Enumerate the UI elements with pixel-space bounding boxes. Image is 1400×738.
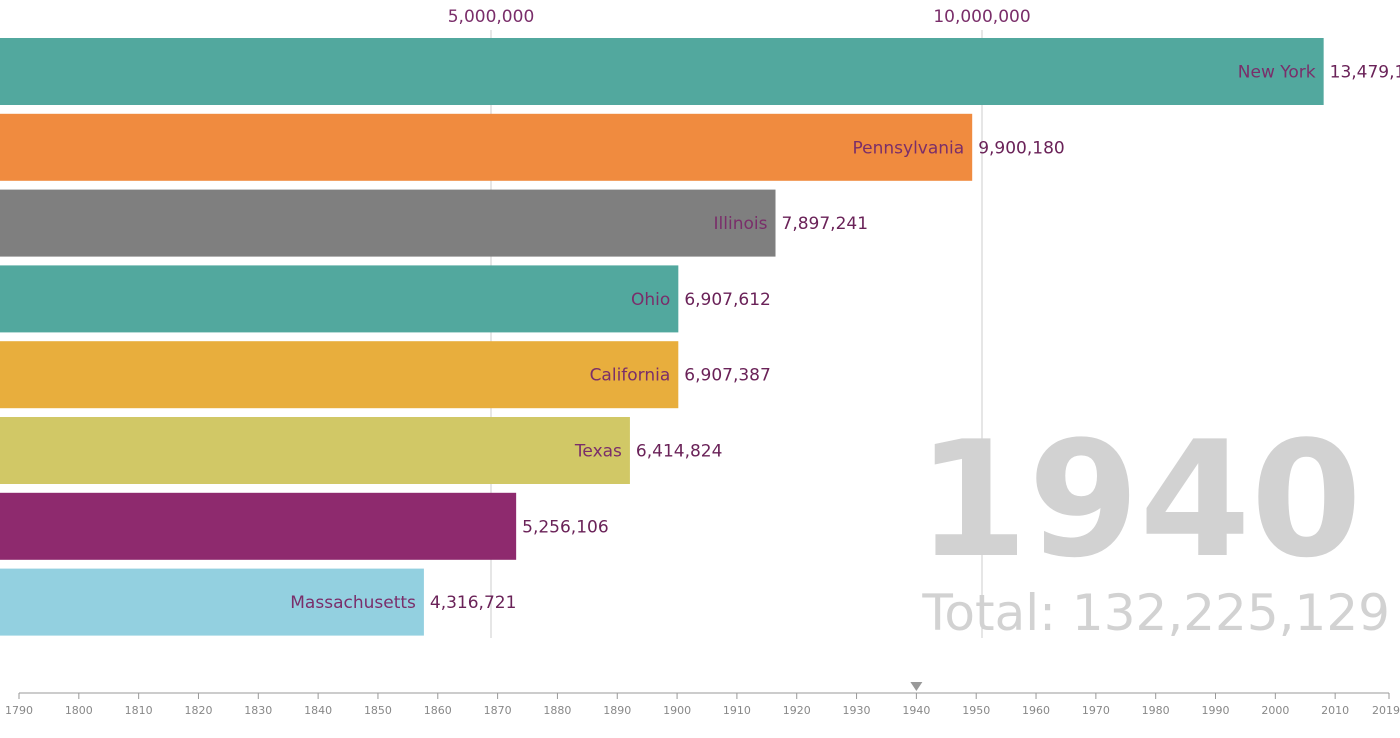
bar <box>0 38 1324 105</box>
timeline-year-label[interactable]: 1820 <box>184 704 212 717</box>
timeline-year-label[interactable]: 1870 <box>484 704 512 717</box>
timeline-year-label[interactable]: 1980 <box>1142 704 1170 717</box>
bar-category-label: Texas <box>574 442 622 462</box>
x-tick-label: 5,000,000 <box>448 7 535 27</box>
timeline-year-label[interactable]: 1880 <box>543 704 571 717</box>
bar-value-label: 6,907,612 <box>684 290 771 310</box>
timeline-year-label[interactable]: 1810 <box>125 704 153 717</box>
bar-category-label: New York <box>1238 63 1316 83</box>
timeline-year-label[interactable]: 1860 <box>424 704 452 717</box>
bar <box>0 341 679 409</box>
bar <box>0 113 973 181</box>
bar-value-label: 13,479,142 <box>1330 63 1400 83</box>
bar <box>0 189 776 257</box>
bar <box>0 417 630 484</box>
timeline-year-label[interactable]: 1910 <box>723 704 751 717</box>
timeline-year-label[interactable]: 1850 <box>364 704 392 717</box>
bar-value-label: 6,907,387 <box>684 366 771 386</box>
bar-value-label: 5,256,106 <box>522 517 609 537</box>
bar-value-label: 9,900,180 <box>978 138 1065 158</box>
timeline-year-label[interactable]: 1930 <box>843 704 871 717</box>
bar <box>0 568 424 636</box>
total-population: Total: 132,225,129 <box>921 584 1390 642</box>
timeline-year-label[interactable]: 1830 <box>244 704 272 717</box>
timeline-year-label[interactable]: 1900 <box>663 704 691 717</box>
bar-category-label: Ohio <box>631 290 670 310</box>
timeline-year-label[interactable]: 1800 <box>65 704 93 717</box>
timeline-year-label[interactable]: 2019 <box>1372 704 1400 717</box>
timeline-year-label[interactable]: 1920 <box>783 704 811 717</box>
x-axis-top: 5,000,000 10,000,000 <box>448 7 1031 27</box>
timeline[interactable]: 1790 1800 1810 1820 1830 1840 1850 1860 1870 1880… <box>5 682 1400 717</box>
timeline-year-label[interactable]: 1960 <box>1022 704 1050 717</box>
x-tick-label: 10,000,000 <box>933 7 1030 27</box>
bar <box>0 492 517 560</box>
bar-labels: New York 13,479,142 Pennsylvania 9,900,180 I… <box>290 63 1400 614</box>
bar-category-label: California <box>590 366 671 386</box>
bar-category-label: Massachusetts <box>290 593 416 613</box>
bar-value-label: 6,414,824 <box>636 442 723 462</box>
bar-category-label: Pennsylvania <box>853 138 965 158</box>
bars <box>0 38 1324 636</box>
timeline-year-label[interactable]: 1950 <box>962 704 990 717</box>
timeline-year-label[interactable]: 1990 <box>1202 704 1230 717</box>
current-year: 1940 <box>917 406 1362 593</box>
bar-value-label: 4,316,721 <box>430 593 517 613</box>
timeline-year-label[interactable]: 1940 <box>902 704 930 717</box>
bar <box>0 265 679 333</box>
timeline-year-label[interactable]: 1840 <box>304 704 332 717</box>
timeline-year-label[interactable]: 1890 <box>603 704 631 717</box>
bar-value-label: 7,897,241 <box>782 214 869 234</box>
bar-category-label: Illinois <box>714 214 768 234</box>
timeline-year-label[interactable]: 2010 <box>1321 704 1349 717</box>
timeline-year-label[interactable]: 2000 <box>1261 704 1289 717</box>
timeline-handle[interactable] <box>910 682 923 691</box>
timeline-year-label[interactable]: 1790 <box>5 704 33 717</box>
timeline-year-label[interactable]: 1970 <box>1082 704 1110 717</box>
